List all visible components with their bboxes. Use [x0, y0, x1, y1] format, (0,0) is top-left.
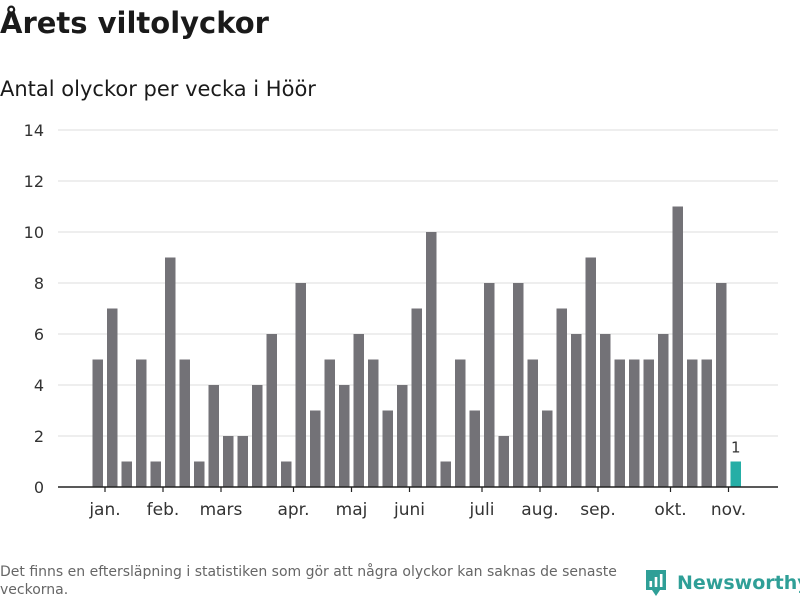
x-tick-label: sep. [580, 500, 616, 520]
x-tick-label: mars [200, 500, 243, 520]
bar [658, 334, 669, 487]
y-tick-label: 6 [34, 325, 44, 344]
bar [150, 461, 161, 487]
bar [295, 283, 306, 487]
brand-name: Newsworthy [677, 572, 800, 594]
chart-title: Årets viltolyckor [0, 6, 269, 40]
bar [281, 461, 292, 487]
bar [484, 283, 495, 487]
x-tick-label: aug. [521, 500, 558, 520]
bar [672, 206, 683, 487]
y-tick-label: 2 [34, 427, 44, 446]
bar [136, 359, 147, 487]
bar [92, 359, 103, 487]
x-tick-label: apr. [277, 500, 309, 520]
bar [339, 385, 350, 487]
bar [324, 359, 335, 487]
bar [440, 461, 451, 487]
bar [353, 334, 364, 487]
bar [382, 410, 393, 487]
y-tick-label: 8 [34, 274, 44, 293]
bar-chart: 0 2 4 6 8 10 12 14 1 jan. feb. mars apr. maj juni jul… [24, 121, 778, 520]
x-tick-label: okt. [654, 500, 686, 520]
bar [600, 334, 611, 487]
bar [571, 334, 582, 487]
y-tick-label: 4 [34, 376, 44, 395]
bar [585, 257, 596, 487]
bar [498, 436, 509, 487]
bar [121, 461, 132, 487]
highlight-data-label: 1 [731, 439, 741, 457]
bar [716, 283, 727, 487]
chart-subtitle: Antal olyckor per vecka i Höör [0, 77, 316, 101]
bar [556, 308, 567, 487]
bars: 1 [92, 206, 741, 487]
bar [411, 308, 422, 487]
x-tick-label: feb. [147, 500, 180, 520]
y-tick-label: 14 [24, 121, 44, 140]
bar [194, 461, 205, 487]
brand-logo: Newsworthy [644, 568, 800, 598]
bar [237, 436, 248, 487]
bar [426, 232, 437, 487]
y-tick-label: 12 [24, 172, 44, 191]
bar [614, 359, 625, 487]
footnote: Det finns en eftersläpning i statistiken… [0, 564, 617, 598]
newsworthy-logo-icon [646, 570, 666, 596]
x-tick-label: maj [336, 500, 368, 520]
x-tick-label: jan. [88, 500, 120, 520]
bar [469, 410, 480, 487]
x-axis: jan. feb. mars apr. maj juni juli aug. sep. okt. n… [58, 486, 778, 520]
bar [266, 334, 277, 487]
bar [179, 359, 190, 487]
bar [455, 359, 466, 487]
bar [252, 385, 263, 487]
bar [165, 257, 176, 487]
bar [629, 359, 640, 487]
bar [527, 359, 538, 487]
bar [513, 283, 524, 487]
bar [687, 359, 698, 487]
bar [643, 359, 654, 487]
bar [208, 385, 219, 487]
y-tick-label: 10 [24, 223, 44, 242]
bar [542, 410, 553, 487]
y-tick-label: 0 [34, 478, 44, 497]
bar [397, 385, 408, 487]
x-tick-label: juli [469, 500, 495, 520]
bar [310, 410, 321, 487]
bar [368, 359, 379, 487]
x-tick-label: juni [393, 500, 425, 520]
bar-highlight [730, 461, 741, 487]
bar [107, 308, 118, 487]
bar [223, 436, 234, 487]
bar [701, 359, 712, 487]
x-tick-label: nov. [711, 500, 746, 520]
